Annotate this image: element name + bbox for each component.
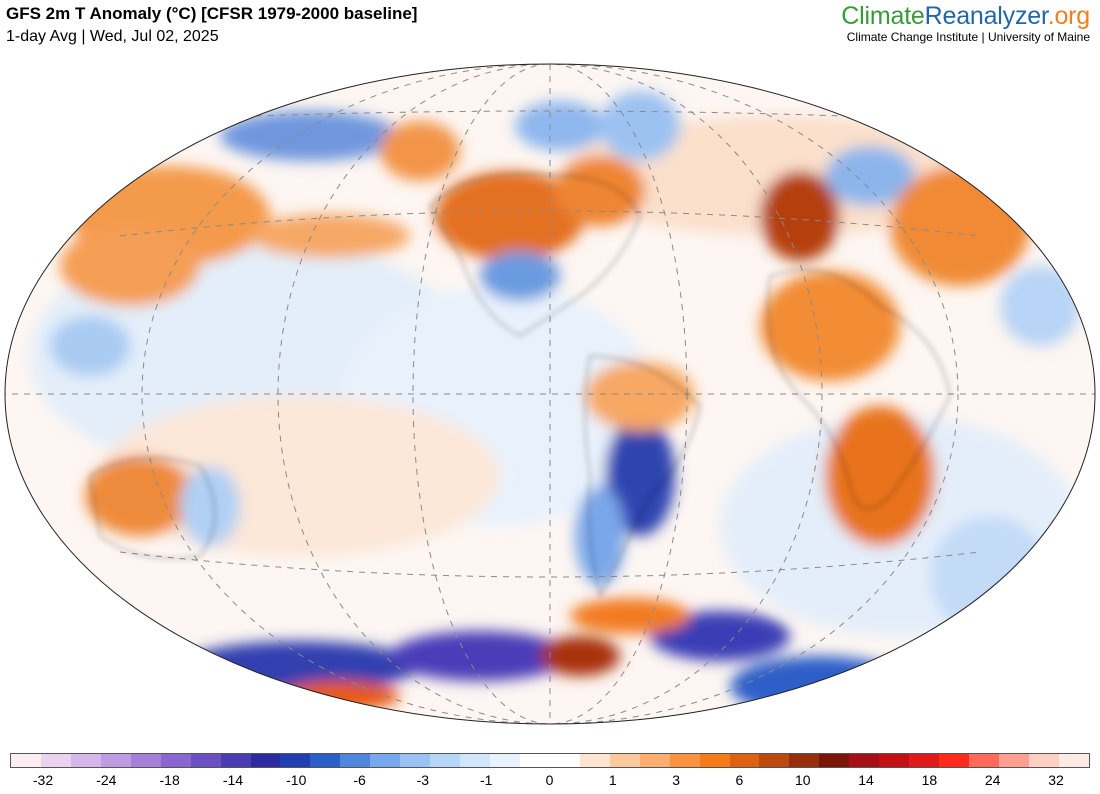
colorbar-tick-label: 0 (545, 772, 554, 788)
colorbar-swatch (340, 754, 371, 767)
colorbar-swatch (160, 754, 191, 767)
colorbar-swatch (669, 754, 700, 767)
colorbar-swatch (998, 754, 1029, 767)
colorbar-swatch (549, 754, 580, 767)
colorbar-tick-label: 1 (608, 772, 617, 788)
colorbar-swatch (70, 754, 101, 767)
colorbar-swatch (40, 754, 71, 767)
colorbar-swatch (280, 754, 311, 767)
map-svg (4, 63, 1096, 725)
world-anomaly-map (0, 56, 1100, 726)
colorbar-swatch (699, 754, 730, 767)
anomaly-field (5, 64, 1095, 724)
colorbar-swatch (220, 754, 251, 767)
colorbar-tick-label: -14 (222, 772, 244, 788)
colorbar-tick-label: 32 (1048, 772, 1064, 788)
colorbar-swatch (579, 754, 610, 767)
colorbar-tick-label: 10 (794, 772, 811, 788)
colorbar-tick-label: 14 (858, 772, 874, 788)
colorbar-swatch (609, 754, 640, 767)
colorbar-swatch (909, 754, 940, 767)
map-subtitle: 1-day Avg | Wed, Jul 02, 2025 (6, 28, 219, 45)
colorbar-swatch (250, 754, 281, 767)
colorbar (10, 753, 1090, 768)
colorbar-swatch (639, 754, 670, 767)
colorbar-tick-label: -3 (416, 772, 430, 788)
colorbar-tick-label: -6 (353, 772, 366, 788)
colorbar-tick-label: 18 (921, 772, 938, 788)
coastlines (89, 173, 951, 598)
colorbar-swatch (729, 754, 760, 767)
colorbar-swatch (430, 754, 461, 767)
colorbar-tick-label: 24 (984, 772, 1001, 788)
brand-logo-climate: Climate (841, 2, 925, 30)
colorbar-swatch (519, 754, 550, 767)
colorbar-ticks: -32 -24 -18 -14 -10 -6 -3 -1 0 1 3 6 10 14 18 24 32 (0, 772, 1100, 792)
colorbar-tick-label: 6 (735, 772, 744, 788)
colorbar-swatch (879, 754, 910, 767)
brand-logo-reanalyzer: Reanalyzer (924, 2, 1048, 30)
colorbar-swatch (759, 754, 790, 767)
brand-logo[interactable]: ClimateReanalyzer.org (841, 2, 1090, 31)
colorbar-tick-label: 3 (672, 772, 681, 788)
map-title: GFS 2m T Anomaly (°C) [CFSR 1979-2000 ba… (6, 4, 418, 23)
colorbar-swatch (819, 754, 850, 767)
colorbar-swatch (370, 754, 401, 767)
brand-block[interactable]: ClimateReanalyzer.org Climate Change Ins… (841, 2, 1090, 44)
colorbar-tick-label: -18 (159, 772, 180, 788)
colorbar-swatch (400, 754, 431, 767)
colorbar-swatch (310, 754, 341, 767)
colorbar-swatch (789, 754, 820, 767)
brand-tagline: Climate Change Institute | University of… (846, 30, 1090, 44)
colorbar-swatch (1058, 754, 1089, 767)
colorbar-tick-label: -10 (286, 772, 307, 788)
colorbar-tick-label: -32 (32, 772, 54, 788)
colorbar-swatch (1028, 754, 1059, 767)
colorbar-tick-label: -24 (96, 772, 117, 788)
brand-logo-org: .org (1047, 2, 1090, 30)
colorbar-swatch (190, 754, 221, 767)
colorbar-swatch (849, 754, 880, 767)
globe-outline (4, 63, 1096, 725)
colorbar-swatch (11, 754, 41, 767)
colorbar-swatch (460, 754, 490, 767)
colorbar-swatch (939, 754, 969, 767)
colorbar-tick-label: -1 (479, 772, 493, 788)
colorbar-swatch (490, 754, 520, 767)
colorbar-swatch (130, 754, 161, 767)
colorbar-swatch (100, 754, 131, 767)
colorbar-swatch (969, 754, 999, 767)
